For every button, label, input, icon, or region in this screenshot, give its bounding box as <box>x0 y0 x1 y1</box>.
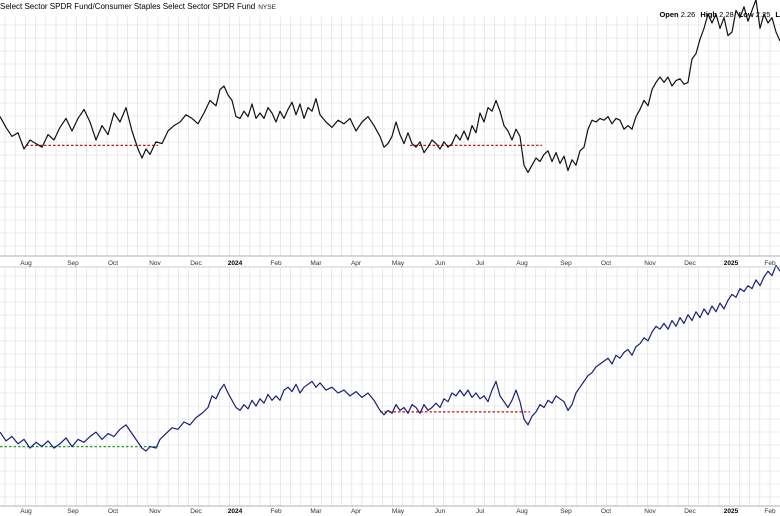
x-tick-label: Nov <box>644 508 656 515</box>
low-value: 2.25 <box>755 10 771 19</box>
exchange-label: NYSE <box>258 4 276 11</box>
panel-top: Aug Sep Oct Nov Dec 2024 Feb Mar Apr May Jun Jul Aug… <box>0 0 780 267</box>
x-tick-label: Nov <box>149 508 161 515</box>
open-label: Open <box>659 10 679 19</box>
x-tick-label: Mar <box>310 260 322 267</box>
x-tick-label: Sep <box>560 260 572 267</box>
x-tick-label: Nov <box>644 260 656 267</box>
x-tick-label: 2024 <box>228 260 243 267</box>
x-tick-label: Feb <box>270 508 282 515</box>
x-tick-label: Mar <box>310 508 322 515</box>
x-tick-label: Oct <box>601 508 611 515</box>
x-tick-label: Sep <box>67 508 79 515</box>
high-value: 2.28 <box>719 10 734 19</box>
chart-title: Select Sector SPDR Fund/Consumer Staples… <box>0 2 276 11</box>
x-tick-label: Feb <box>270 260 282 267</box>
x-tick-label: Jun <box>435 508 446 515</box>
trailing-label: L <box>775 10 780 19</box>
x-tick-label: Feb <box>764 508 776 515</box>
x-tick-label: Jul <box>476 508 485 515</box>
x-tick-label: Jul <box>476 260 485 267</box>
x-tick-label: Nov <box>149 260 161 267</box>
grid-top <box>0 17 780 256</box>
x-tick-label: Feb <box>764 260 776 267</box>
x-tick-label: 2025 <box>724 508 739 515</box>
x-tick-label: Sep <box>67 260 79 267</box>
x-tick-label: Aug <box>516 508 528 515</box>
x-tick-label: Dec <box>190 260 202 267</box>
x-tick-label: 2025 <box>724 260 739 267</box>
x-tick-label: Oct <box>601 260 611 267</box>
open-value: 2.26 <box>680 10 696 19</box>
x-tick-label: Oct <box>108 508 118 515</box>
x-tick-label: Apr <box>351 260 362 267</box>
x-tick-label: Aug <box>516 260 528 267</box>
x-tick-label: May <box>392 260 405 267</box>
x-tick-label: May <box>392 508 405 515</box>
x-tick-label: 2024 <box>228 508 243 515</box>
x-tick-label: Aug <box>20 508 32 515</box>
x-tick-label: Aug <box>20 260 32 267</box>
x-tick-label: Jun <box>435 260 446 267</box>
grid-bottom <box>0 268 780 506</box>
x-tick-label: Sep <box>560 508 572 515</box>
panel-bottom: Aug Sep Oct Nov Dec 2024 Feb Mar Apr May Jun Jul Aug… <box>0 264 780 515</box>
x-tick-label: Oct <box>108 260 118 267</box>
price-line-bottom <box>0 264 780 452</box>
x-tick-label: Dec <box>684 260 696 267</box>
x-tick-label: Apr <box>351 508 362 515</box>
x-tick-label: Dec <box>684 508 696 515</box>
price-line-top <box>0 0 780 173</box>
x-tick-label: Dec <box>190 508 202 515</box>
